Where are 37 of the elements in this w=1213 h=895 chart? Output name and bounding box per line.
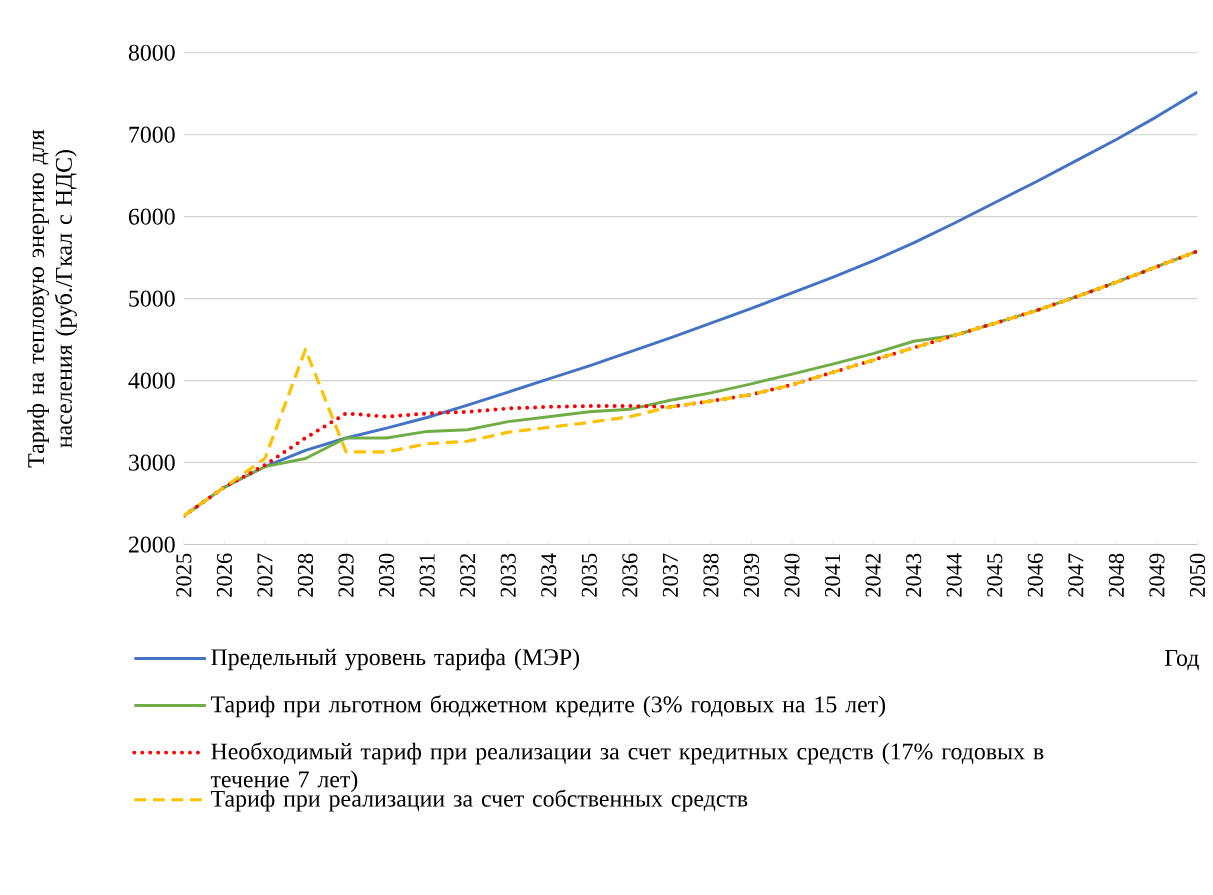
x-tick-label: 2040 bbox=[784, 553, 800, 597]
x-tick-label: 2049 bbox=[1149, 553, 1165, 597]
x-tick-label: 2030 bbox=[378, 553, 395, 597]
x-tick-label: 2027 bbox=[257, 553, 273, 597]
x-tick-label: 2045 bbox=[987, 553, 1003, 597]
x-tick-label: 2031 bbox=[419, 553, 435, 597]
x-tick-label: 2047 bbox=[1068, 553, 1084, 597]
legend-label: Тариф при льготном бюджетном кредите (3% годовых на 15 лет) bbox=[210, 694, 886, 718]
x-tick-label: 2043 bbox=[906, 553, 922, 597]
x-tick-label: 2048 bbox=[1108, 553, 1124, 597]
x-tick-label: 2028 bbox=[297, 553, 314, 597]
x-tick-label: 2044 bbox=[946, 552, 962, 597]
y-tick-label: 6000 bbox=[128, 208, 175, 225]
x-tick-label: 2036 bbox=[622, 553, 638, 597]
x-tick-label: 2026 bbox=[216, 553, 232, 597]
x-tick-label: 2029 bbox=[338, 553, 354, 597]
y-tick-label: 5000 bbox=[129, 290, 175, 307]
x-tick-label: 2037 bbox=[662, 553, 678, 597]
x-axis-title: Год bbox=[1165, 649, 1199, 671]
x-tick-label: 2034 bbox=[541, 552, 557, 597]
y-tick-label: 7000 bbox=[129, 126, 175, 143]
y-tick-label: 3000 bbox=[129, 454, 175, 471]
x-tick-label: 2046 bbox=[1027, 553, 1043, 597]
x-tick-label: 2033 bbox=[500, 553, 516, 597]
x-tick-label: 2025 bbox=[176, 553, 192, 597]
x-tick-label: 2038 bbox=[703, 553, 719, 597]
x-tick-label: 2050 bbox=[1189, 553, 1206, 597]
y-tick-label: 2000 bbox=[128, 536, 175, 553]
x-tick-label: 2032 bbox=[460, 553, 476, 597]
x-tick-label: 2041 bbox=[824, 553, 841, 597]
y-axis-title: Тариф на тепловую энергию для населения (руб./Гкал с НДС) bbox=[27, 129, 77, 468]
legend-label: Предельный уровень тарифа (МЭР) bbox=[211, 648, 580, 671]
y-tick-label: 4000 bbox=[128, 372, 175, 389]
y-tick-label: 8000 bbox=[128, 44, 175, 61]
x-tick-label: 2039 bbox=[743, 553, 760, 597]
x-tick-label: 2042 bbox=[865, 553, 881, 597]
x-tick-label: 2035 bbox=[581, 553, 597, 597]
